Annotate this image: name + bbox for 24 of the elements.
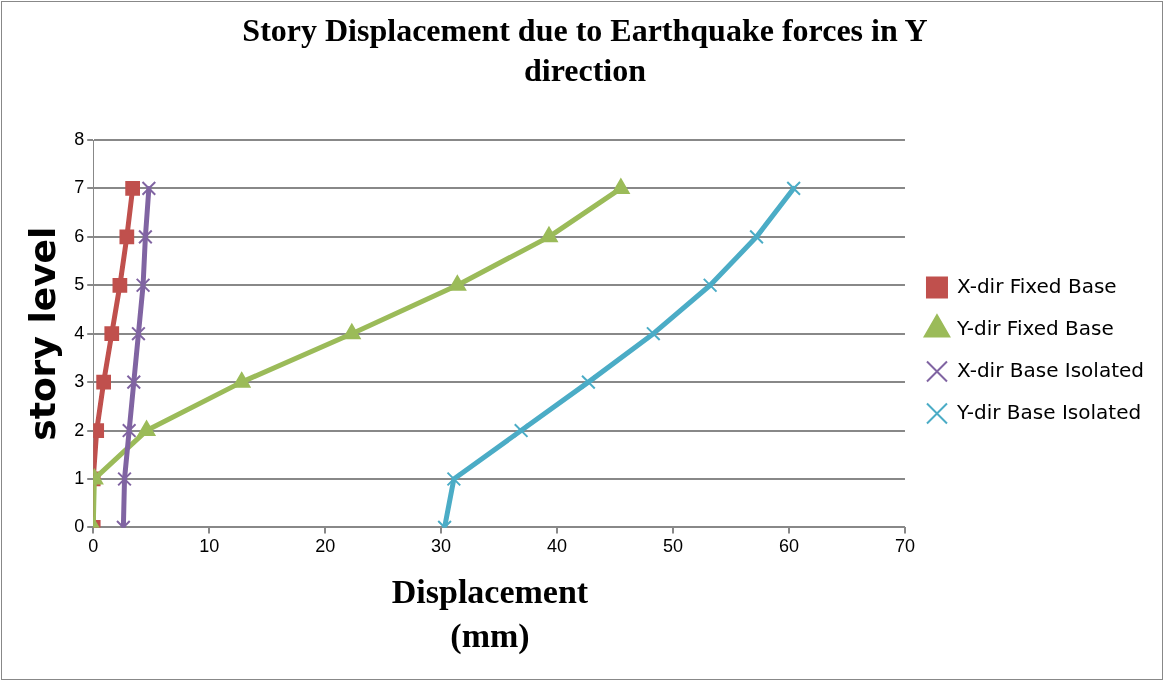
y-tick-label: 3 — [74, 371, 85, 392]
y-tick-label: 2 — [74, 419, 85, 440]
x-axis-title: Displacement (mm) — [390, 572, 590, 656]
legend-label: X-dir Fixed Base — [956, 273, 1117, 298]
y-axis-title: story level — [21, 226, 63, 441]
legend-label: Y-dir Base Isolated — [955, 399, 1142, 424]
y-tick-label: 0 — [74, 516, 85, 537]
x-tick-label: 0 — [88, 536, 99, 557]
legend-label: X-dir Base Isolated — [956, 357, 1145, 382]
y-tick-label: 1 — [74, 467, 85, 488]
x-tick-label: 20 — [315, 536, 336, 557]
x-tick-label: 40 — [547, 536, 568, 557]
y-tick-label: 6 — [74, 225, 85, 246]
x-tick-label: 60 — [779, 536, 800, 557]
y-tick-label: 5 — [74, 274, 85, 295]
chart-title: Story Displacement due to Earthquake forces in Y direction — [241, 11, 929, 90]
x-tick-label: 10 — [199, 536, 220, 557]
y-tick-label: 7 — [74, 177, 85, 198]
x-tick-label: 50 — [663, 536, 684, 557]
legend-label: Y-dir Fixed Base — [955, 315, 1114, 340]
y-tick-label: 4 — [74, 322, 85, 343]
x-tick-label: 30 — [431, 536, 452, 557]
x-tick-label: 70 — [894, 536, 915, 557]
y-tick-label: 8 — [74, 128, 85, 149]
